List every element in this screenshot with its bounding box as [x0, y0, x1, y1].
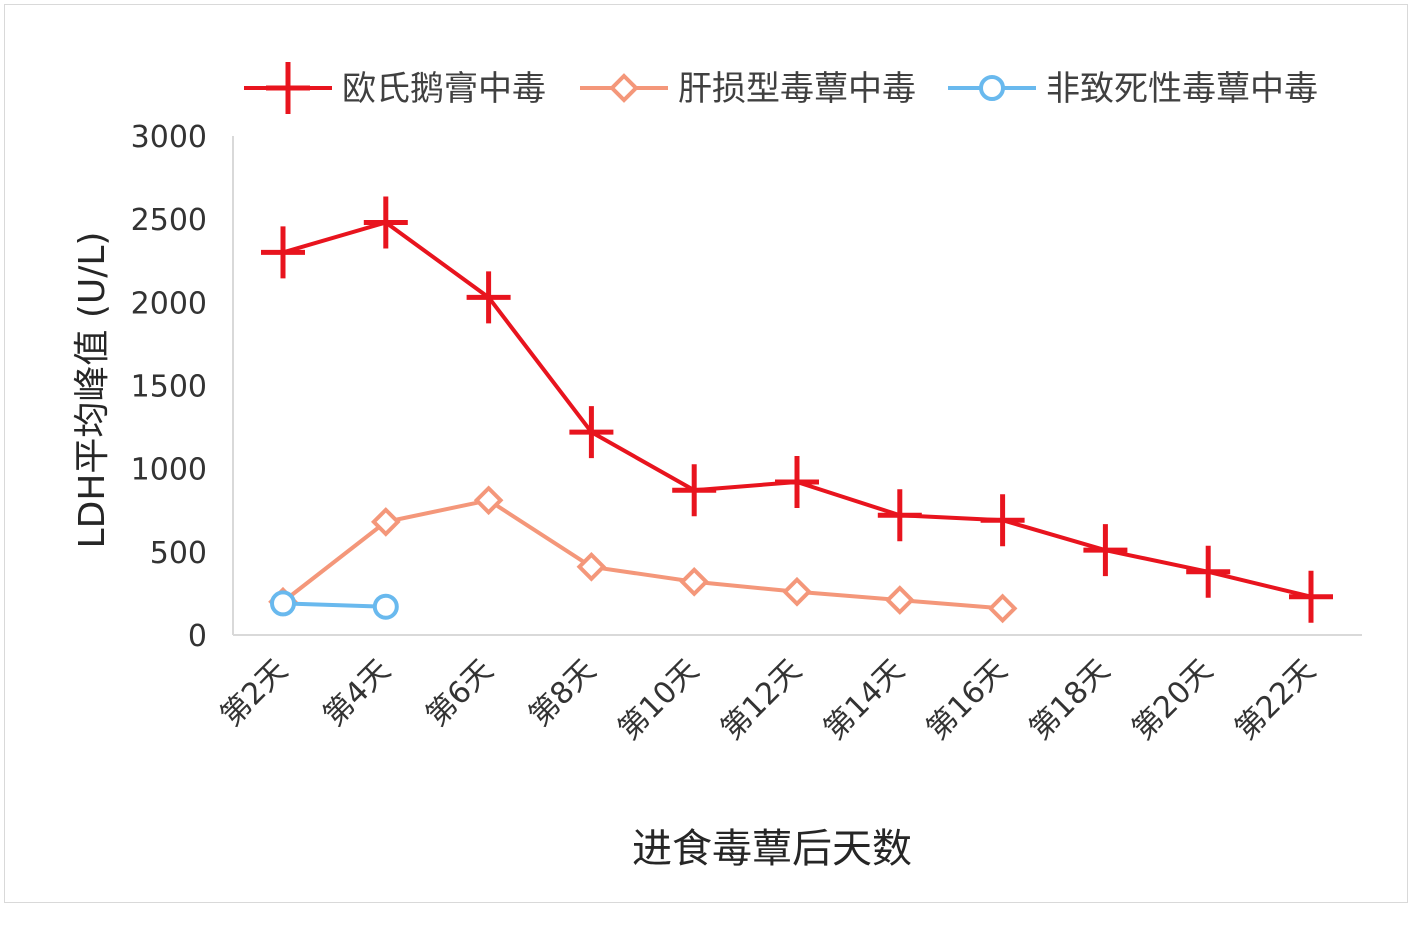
data-point [1186, 545, 1231, 598]
y-tick-label: 2000 [131, 286, 207, 321]
legend-item: 欧氏鹅膏中毒 [244, 62, 546, 114]
legend-label: 肝损型毒蕈中毒 [678, 69, 916, 109]
data-point [569, 406, 614, 459]
data-point [1083, 524, 1128, 577]
legend-item: 肝损型毒蕈中毒 [580, 69, 916, 109]
axes [232, 136, 1362, 636]
data-point [363, 196, 408, 249]
data-point [473, 485, 504, 516]
data-point [980, 494, 1025, 547]
legend-label: 非致死性毒蕈中毒 [1046, 69, 1318, 109]
data-point [877, 489, 922, 542]
x-tick-label: 第22天 [1228, 653, 1322, 747]
legend-marker [266, 62, 310, 114]
data-point [775, 455, 819, 508]
data-point [679, 566, 710, 597]
legend-item: 非致死性毒蕈中毒 [948, 69, 1318, 109]
x-tick-labels: 第2天 第4天 第6天 第8天 第10天 第12天 第14天 第16天 第18天 第20天 第22天 [214, 653, 1323, 747]
data-point [987, 593, 1018, 624]
data-point [372, 593, 399, 620]
legend-marker [979, 75, 1005, 101]
series-line [282, 601, 386, 609]
x-tick-label: 第6天 [420, 653, 501, 734]
y-tick-label: 500 [150, 536, 207, 571]
data-point [270, 590, 296, 617]
x-tick-label: 第16天 [920, 653, 1014, 747]
x-tick-label: 第4天 [317, 653, 398, 734]
x-tick-label: 第14天 [817, 653, 911, 747]
y-tick-label: 1000 [131, 453, 207, 488]
legend: 欧氏鹅膏中毒 肝损型毒蕈中毒 非致死性毒蕈中毒 [244, 62, 1318, 114]
data-point [672, 464, 717, 517]
x-axis-title: 进食毒蕈后天数 [632, 826, 912, 872]
y-axis-title: LDH平均峰值 (U/L) [72, 232, 113, 549]
data-point [576, 551, 607, 582]
chart-frame [4, 4, 1408, 903]
series-3 [270, 590, 399, 620]
x-tick-label: 第20天 [1126, 653, 1220, 747]
legend-marker [609, 73, 639, 103]
data-point [466, 271, 511, 324]
series-line [281, 498, 1003, 611]
series-1 [261, 196, 1333, 623]
y-tick-label: 2500 [131, 203, 207, 238]
data-point [884, 585, 915, 615]
data-point [1289, 570, 1333, 623]
legend-label: 欧氏鹅膏中毒 [342, 69, 546, 109]
x-tick-label: 第18天 [1023, 653, 1117, 747]
y-tick-labels: 0 500 1000 1500 2000 2500 3000 [131, 120, 207, 654]
x-tick-label: 第10天 [612, 653, 706, 747]
y-tick-label: 0 [188, 619, 207, 654]
series-line [282, 220, 1312, 599]
data-point [370, 507, 401, 537]
x-tick-label: 第8天 [522, 653, 603, 734]
y-tick-label: 3000 [131, 120, 207, 155]
y-tick-label: 1500 [131, 370, 207, 405]
series-layer [261, 196, 1333, 624]
data-point [261, 226, 305, 279]
x-tick-label: 第2天 [214, 653, 295, 734]
data-point [782, 576, 812, 607]
x-tick-label: 第12天 [714, 653, 808, 747]
